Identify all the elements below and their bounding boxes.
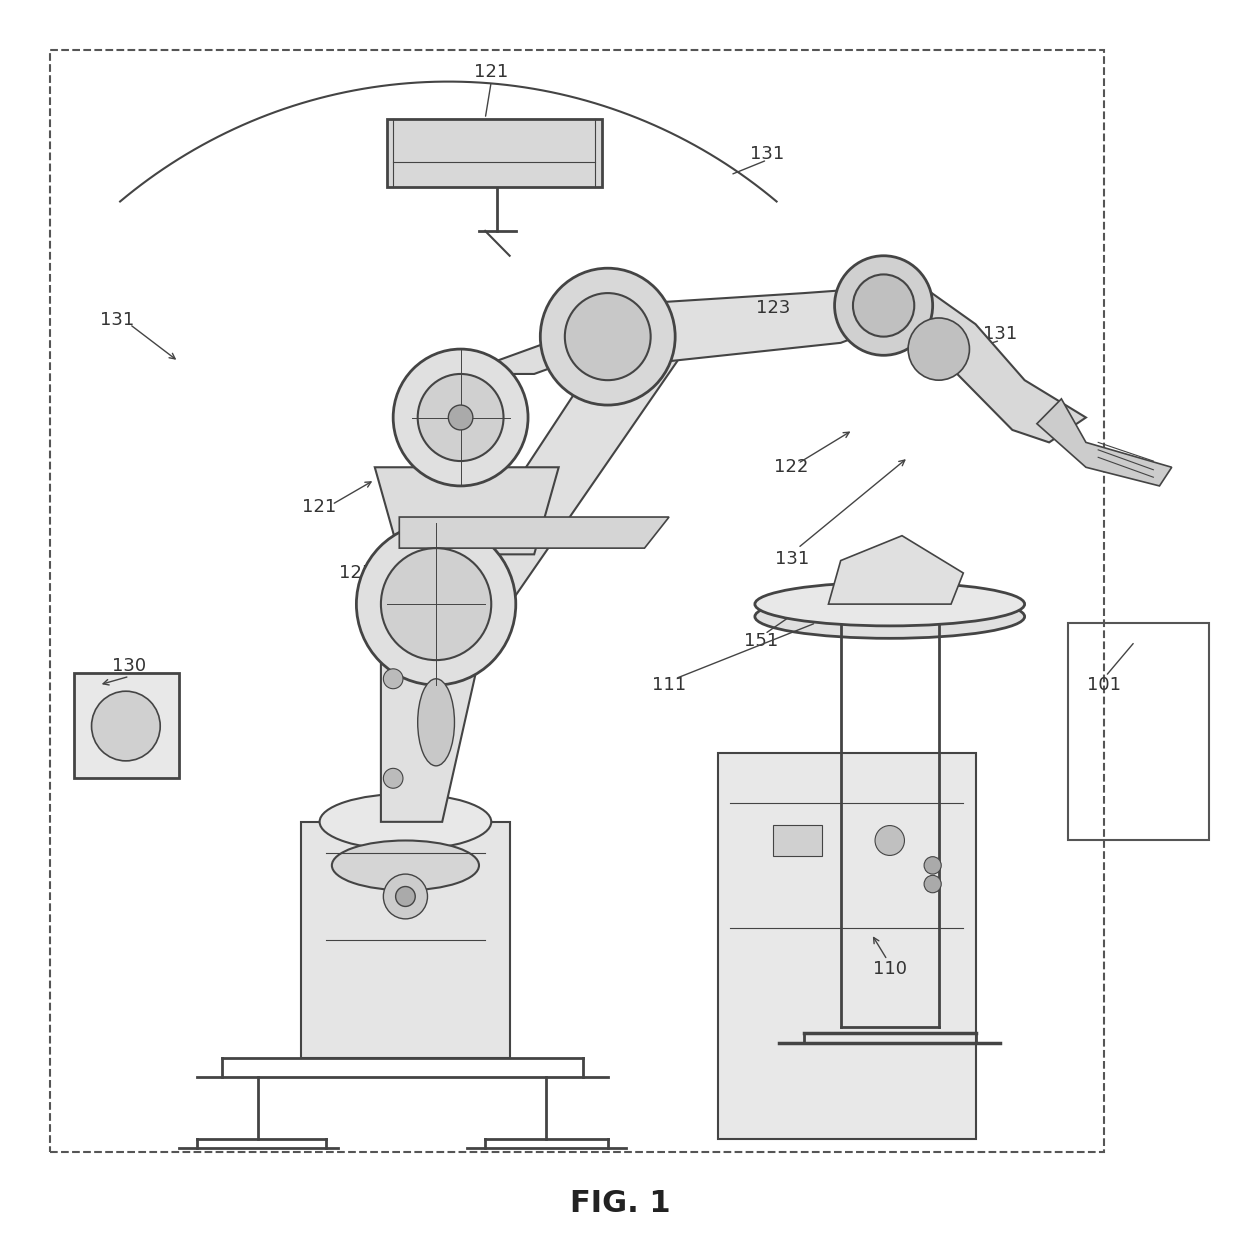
Text: 130: 130 [113, 658, 146, 676]
Circle shape [383, 669, 403, 688]
Circle shape [565, 293, 651, 380]
Circle shape [908, 318, 970, 380]
Polygon shape [374, 467, 559, 555]
Text: 131: 131 [983, 325, 1017, 343]
Text: 101: 101 [1087, 676, 1121, 694]
Text: 131: 131 [775, 550, 808, 569]
Bar [74, 673, 179, 779]
Circle shape [541, 268, 675, 405]
Ellipse shape [755, 595, 1024, 638]
Ellipse shape [332, 840, 479, 891]
Bar [774, 825, 822, 855]
Circle shape [418, 374, 503, 460]
Ellipse shape [418, 679, 455, 766]
Polygon shape [890, 281, 1086, 443]
Text: 151: 151 [744, 633, 779, 650]
Circle shape [875, 825, 904, 855]
Circle shape [383, 874, 428, 918]
Circle shape [924, 857, 941, 874]
Ellipse shape [755, 582, 1024, 626]
Text: 124: 124 [603, 336, 637, 355]
Polygon shape [718, 754, 976, 1138]
Polygon shape [460, 343, 620, 374]
Text: 131: 131 [100, 312, 134, 330]
Text: 111: 111 [652, 676, 686, 694]
Circle shape [924, 876, 941, 893]
Circle shape [853, 274, 914, 337]
Polygon shape [381, 604, 491, 821]
Circle shape [449, 405, 472, 430]
Polygon shape [608, 287, 890, 367]
Polygon shape [301, 821, 510, 1058]
Circle shape [381, 548, 491, 660]
Circle shape [356, 523, 516, 686]
Text: 121: 121 [303, 498, 337, 516]
Circle shape [92, 691, 160, 761]
Polygon shape [399, 517, 670, 548]
Text: 123: 123 [756, 299, 790, 317]
Circle shape [396, 887, 415, 907]
Text: 131: 131 [750, 145, 784, 162]
Circle shape [835, 255, 932, 355]
Text: 129: 129 [455, 137, 490, 155]
Text: FIG. 1: FIG. 1 [569, 1189, 671, 1218]
Bar [1068, 623, 1209, 840]
Text: 125: 125 [340, 564, 373, 582]
Polygon shape [436, 343, 681, 604]
Bar [50, 50, 1105, 1151]
Ellipse shape [320, 794, 491, 850]
Polygon shape [1037, 399, 1172, 486]
Circle shape [383, 769, 403, 789]
Circle shape [393, 348, 528, 486]
Text: 121: 121 [474, 63, 508, 81]
Text: 122: 122 [775, 458, 808, 477]
Bar [387, 120, 601, 187]
Polygon shape [828, 536, 963, 604]
Text: 110: 110 [873, 960, 906, 977]
